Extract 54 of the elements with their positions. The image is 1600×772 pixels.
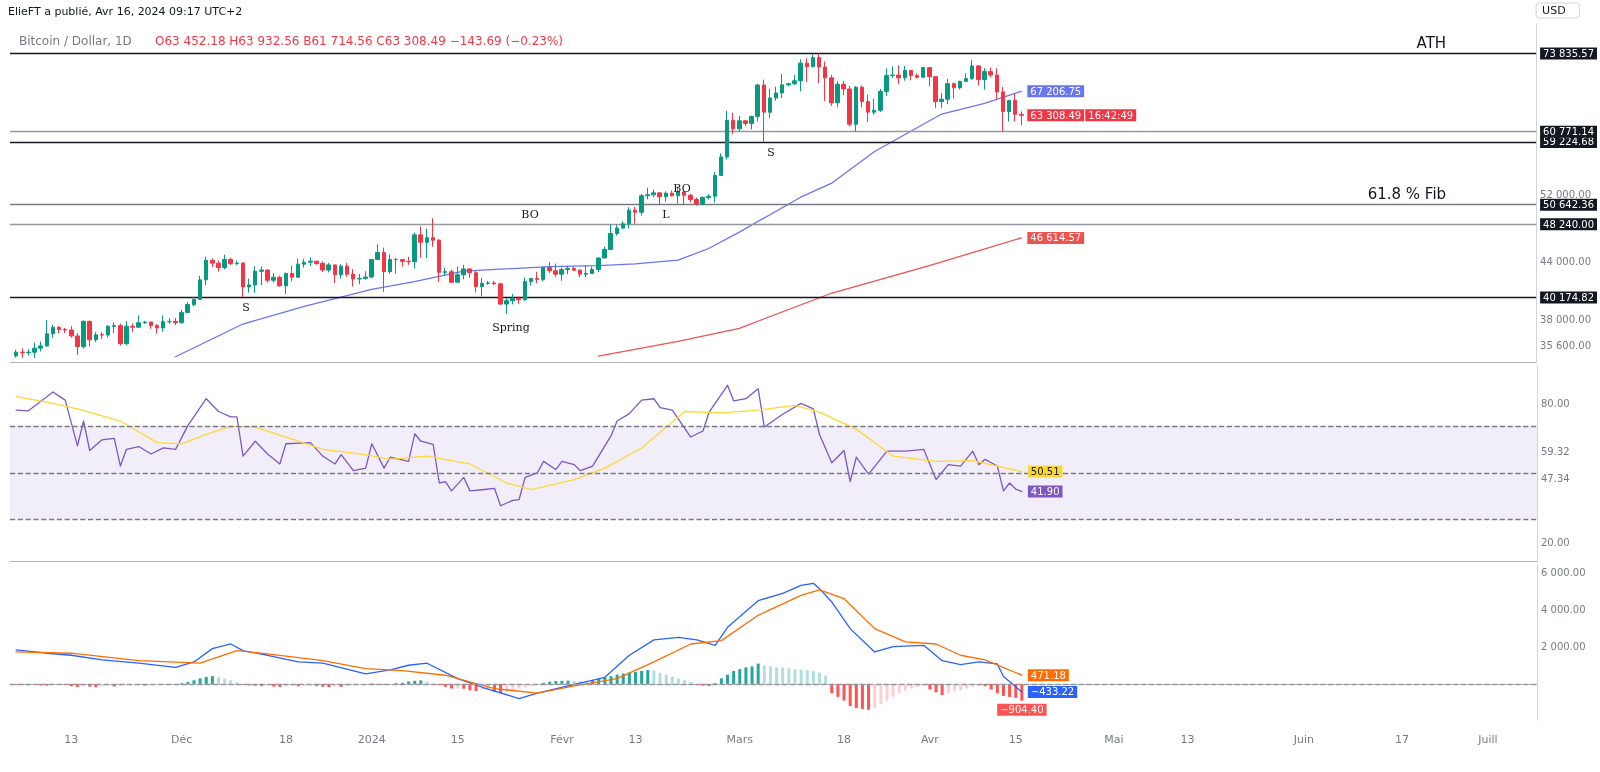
y-tick-label: 35 600.00 — [1540, 340, 1592, 352]
text: 63 308.49 — [1030, 109, 1082, 121]
x-tick-label: Mai — [1104, 733, 1124, 746]
y-tick-label: 47.34 — [1541, 473, 1570, 485]
data-label: 67 206.75 — [1030, 85, 1082, 97]
y-tick-label: 38 000.00 — [1540, 314, 1592, 326]
y-tick-label: 50 642.36 — [1543, 199, 1595, 211]
y-tick-label: 73 835.57 — [1543, 48, 1595, 60]
annotation: S — [242, 300, 250, 314]
x-tick-label: 13 — [64, 733, 79, 746]
x-tick-label: Juin — [1292, 733, 1315, 746]
annotation: BO — [673, 181, 691, 195]
x-tick-label: 15 — [1008, 733, 1023, 746]
y-tick-label: 44 000.00 — [1540, 255, 1592, 267]
x-tick-label: 2024 — [357, 733, 386, 746]
y-tick-label: 4 000.00 — [1541, 604, 1586, 616]
x-tick-label: Déc — [171, 733, 193, 746]
x-tick-label: Mars — [726, 733, 754, 746]
annotation: Spring — [492, 320, 530, 334]
y-tick-label: 59.32 — [1541, 445, 1570, 457]
annotation: S — [767, 145, 775, 159]
x-tick-label: Févr — [550, 733, 575, 746]
ref-line-label: ATH — [1416, 34, 1447, 53]
x-tick-label: 18 — [837, 733, 852, 746]
y-tick-label: 48 240.00 — [1543, 218, 1595, 230]
x-tick-label: 15 — [450, 733, 465, 746]
y-tick-label: 20.00 — [1541, 536, 1570, 548]
text: Bitcoin / Dollar, 1D — [19, 34, 132, 48]
x-tick-label: Juill — [1477, 733, 1498, 746]
data-label: 41.90 — [1030, 486, 1060, 498]
y-tick-label: 6 000.00 — [1541, 567, 1586, 579]
y-tick-label: 52 000.00 — [1540, 188, 1592, 200]
y-axis-title: USD — [1542, 4, 1566, 17]
ref-line-label: 61.8 % Fib — [1367, 185, 1447, 204]
x-tick-label: 18 — [278, 733, 293, 746]
y-tick-label: 59 224.68 — [1543, 136, 1595, 148]
x-tick-label: 13 — [1180, 733, 1195, 746]
y-tick-label: 80.00 — [1541, 397, 1570, 409]
data-label: 50.51 — [1030, 466, 1060, 478]
data-label: −904.40 — [1000, 704, 1044, 716]
annotation: L — [662, 207, 671, 221]
y-tick-label: 60 771.14 — [1543, 126, 1595, 138]
annotation: BO — [521, 207, 539, 221]
data-label: 471.18 — [1030, 669, 1066, 681]
annotation: 16:42:49 — [1088, 109, 1134, 121]
text: ElieFT a publié, Avr 16, 2024 09:17 UTC+2 — [8, 4, 243, 18]
data-label: −433.22 — [1030, 686, 1075, 698]
x-tick-label: 17 — [1395, 733, 1410, 746]
data-label: 46 614.57 — [1030, 232, 1082, 244]
y-tick-label: 40 174.82 — [1543, 291, 1595, 303]
text: O63 452.18 H63 932.56 B61 714.56 C63 308.49 −143.69 (−0.23%) — [155, 34, 564, 48]
y-tick-label: 2 000.00 — [1541, 641, 1586, 653]
x-tick-label: Avr — [920, 733, 940, 746]
x-tick-label: 13 — [628, 733, 643, 746]
